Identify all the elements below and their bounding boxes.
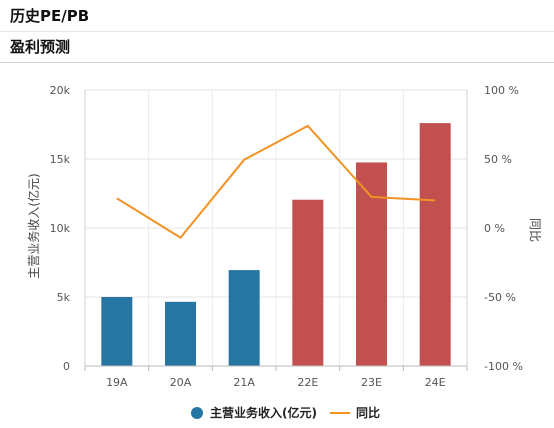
x-tick-label: 19A bbox=[106, 376, 128, 389]
legend-line-label[interactable]: 同比 bbox=[356, 405, 380, 420]
x-tick-label: 23E bbox=[361, 376, 382, 389]
bar[interactable] bbox=[228, 270, 260, 366]
y-left-tick-label: 20k bbox=[50, 84, 71, 97]
bar[interactable] bbox=[356, 162, 387, 366]
legend-bar-label[interactable]: 主营业务收入(亿元) bbox=[210, 405, 317, 420]
y-axis-right: -100 % -50 % 0 % 50 % 100 % bbox=[484, 84, 523, 373]
section-title[interactable]: 盈利预测 bbox=[0, 33, 554, 63]
revenue-growth-chart: 19A 20A 21A 22E 23E 24E 0 5k 10k 15k 20k -100 % -5… bbox=[26, 84, 542, 420]
growth-line[interactable] bbox=[116, 124, 436, 239]
y-axis-right-title: 同比 bbox=[528, 218, 542, 242]
y-axis-left-title: 主营业务收入(亿元) bbox=[26, 173, 41, 278]
x-tick-label: 20A bbox=[170, 376, 192, 389]
y-axis-left: 0 5k 10k 15k 20k bbox=[50, 84, 71, 373]
grid-lines bbox=[84, 89, 468, 366]
y-right-tick-label: -50 % bbox=[484, 291, 516, 304]
bar-series bbox=[101, 123, 451, 366]
y-right-tick-label: 100 % bbox=[484, 84, 519, 97]
legend-bar-marker bbox=[191, 407, 203, 419]
y-right-tick-label: -100 % bbox=[484, 360, 523, 373]
y-left-tick-label: 0 bbox=[63, 360, 70, 373]
x-tick-label: 21A bbox=[233, 376, 255, 389]
bar[interactable] bbox=[101, 297, 133, 366]
x-tick-label: 22E bbox=[297, 376, 318, 389]
y-left-tick-label: 15k bbox=[50, 153, 71, 166]
legend: 主营业务收入(亿元) 同比 bbox=[191, 405, 380, 420]
bar[interactable] bbox=[292, 199, 324, 366]
y-right-tick-label: 50 % bbox=[484, 153, 512, 166]
y-right-tick-label: 0 % bbox=[484, 222, 505, 235]
y-left-tick-label: 5k bbox=[57, 291, 71, 304]
page-title: 历史PE/PB bbox=[0, 0, 554, 32]
y-left-tick-label: 10k bbox=[50, 222, 71, 235]
bar[interactable] bbox=[419, 123, 451, 366]
x-tick-label: 24E bbox=[425, 376, 446, 389]
bar[interactable] bbox=[165, 301, 196, 366]
line-series bbox=[116, 124, 436, 239]
x-axis: 19A 20A 21A 22E 23E 24E bbox=[84, 365, 468, 389]
